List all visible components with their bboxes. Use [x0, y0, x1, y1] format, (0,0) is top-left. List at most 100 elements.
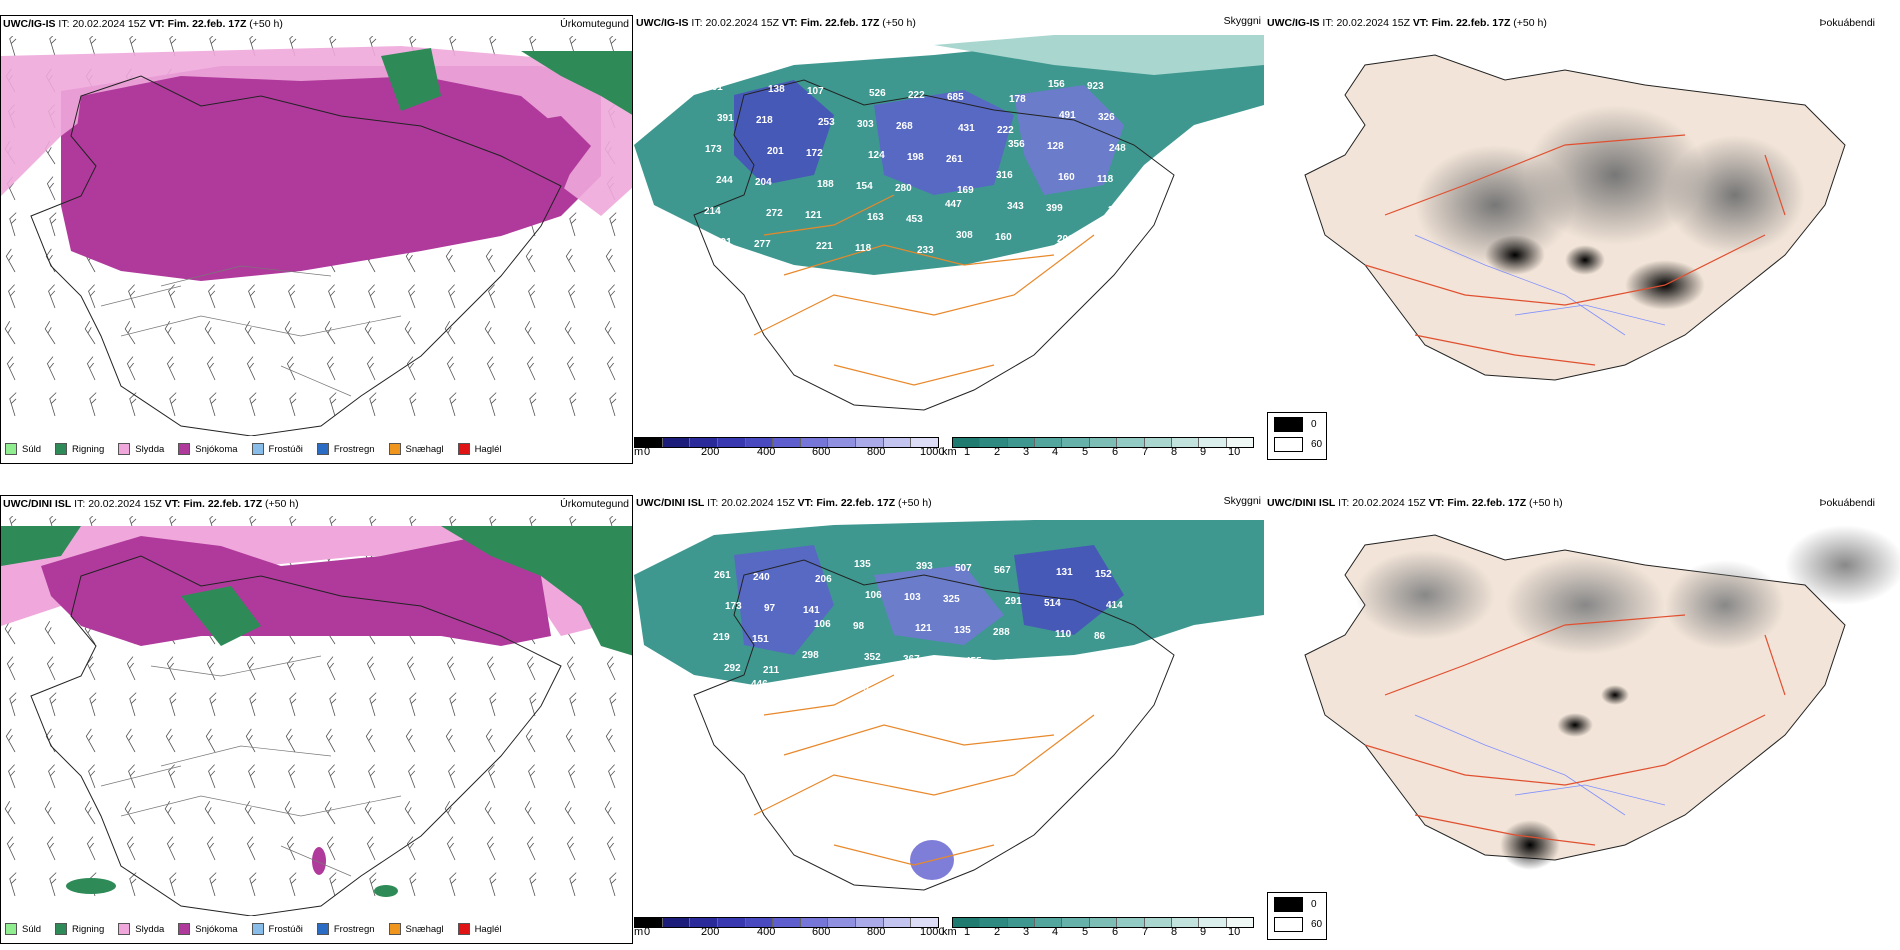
vis-bar-cell — [1171, 918, 1200, 927]
tick: 3 — [1023, 926, 1030, 938]
wind-barb — [489, 392, 497, 417]
wind-barb — [9, 36, 17, 57]
depth-bar-cell — [911, 438, 939, 447]
snow-depth-label: 298 — [802, 650, 819, 661]
wind-barb — [6, 656, 16, 681]
fog-legend-bottom: 0 60 — [1267, 892, 1327, 940]
wind-barb — [366, 836, 376, 861]
snow-depth-label: 685 — [947, 92, 964, 103]
wind-barb — [248, 284, 256, 309]
snow-depth-label: 138 — [768, 84, 785, 95]
wind-barb — [4, 620, 16, 645]
depth-bar-cell — [662, 918, 691, 927]
roads — [100, 265, 402, 397]
wind-barb — [248, 764, 256, 789]
snow-depth-label: 325 — [943, 594, 960, 605]
snow-depth-label: 222 — [908, 90, 925, 101]
wind-barb — [569, 36, 577, 57]
snow-depth-label: 391 — [717, 113, 734, 124]
wind-barb — [606, 356, 616, 381]
snow-depth-label: 526 — [869, 88, 886, 99]
legend-swatch — [388, 923, 401, 935]
wind-barb — [49, 392, 57, 417]
wind-barb — [484, 800, 496, 825]
snow-depth-label: 198 — [907, 152, 924, 163]
wind-barb — [369, 692, 377, 717]
wind-barb — [204, 800, 216, 825]
wind-barb — [449, 392, 457, 417]
fog-shade — [1665, 135, 1805, 255]
wind-barb — [9, 872, 17, 897]
wind-barb — [5, 728, 16, 753]
fog-legend-item: 60 — [1274, 437, 1322, 452]
snow-depth-label: 106 — [814, 619, 831, 630]
wind-barb — [89, 692, 97, 717]
vis-bar-cell — [1199, 918, 1227, 927]
wind-barb — [564, 320, 576, 345]
wind-barb — [164, 800, 176, 825]
snow-depth-label: 514 — [1044, 598, 1061, 609]
precip-map — [1, 36, 632, 436]
wind-barb — [406, 836, 416, 861]
panel-header: UWC/DINI ISL IT: 20.02.2024 15Z VT: Fim.… — [1267, 497, 1563, 509]
tick: 800 — [867, 926, 886, 938]
tick: 8 — [1171, 446, 1178, 458]
wind-barb — [126, 356, 136, 381]
fog-core — [1557, 713, 1593, 737]
wind-barb — [124, 320, 136, 345]
snow-depth-label: 367 — [903, 654, 920, 665]
wind-barb — [85, 728, 96, 753]
snow-depth-label: 268 — [896, 121, 913, 132]
snow-depth-label: 923 — [1087, 81, 1104, 92]
legend-swatch — [457, 923, 470, 935]
wind-barb — [529, 692, 537, 717]
snow-depth-label: 308 — [956, 230, 973, 241]
wind-barb — [369, 872, 377, 897]
snow-depth-label: 640 — [1043, 660, 1060, 671]
snow-depth-label: 160 — [1058, 172, 1075, 183]
snow-depth-label: 679 — [852, 683, 869, 694]
snow-depth-label: 261 — [714, 570, 731, 581]
snow-depth-label: 219 — [713, 632, 730, 643]
snow-depth-area-3 — [1014, 545, 1124, 635]
snow-depth-label: 280 — [895, 183, 912, 194]
wind-barb — [166, 656, 176, 681]
panel-header: UWC/IG-IS IT: 20.02.2024 15Z VT: Fim. 22… — [3, 18, 283, 30]
snow-map: 161 138 107 526 222 685 178 156 923 391 218 253 303 2… — [634, 35, 1264, 411]
wind-barb — [444, 320, 456, 345]
precip-snow-core — [71, 76, 581, 261]
vis-bar-cell — [1035, 438, 1063, 447]
wind-barb — [49, 872, 57, 897]
wind-barb — [406, 356, 416, 381]
snow-depth-label: 188 — [817, 179, 834, 190]
legend-item: Frostregn — [316, 443, 375, 455]
snow-depth-label: 491 — [1059, 110, 1076, 121]
wind-barb — [489, 872, 497, 897]
snow-depth-label: 343 — [1007, 201, 1024, 212]
snow-depth-label: 97 — [764, 603, 776, 614]
snow-depth-label: 204 — [755, 177, 772, 188]
wind-barb — [326, 356, 336, 381]
wind-barb — [168, 284, 176, 309]
wind-barb — [169, 872, 177, 897]
panel-title: Þokuábendi — [1819, 497, 1875, 509]
legend-item: Frostúði — [251, 443, 303, 455]
snow-depth-label: 414 — [1106, 600, 1123, 611]
wind-barb — [246, 356, 256, 381]
wind-barb — [246, 836, 256, 861]
snow-panel-igis: UWC/IG-IS IT: 20.02.2024 15Z VT: Fim. 22… — [634, 15, 1264, 465]
precip-rain-area — [441, 526, 632, 656]
tick: 6 — [1112, 926, 1119, 938]
snow-depth-label: 291 — [1005, 596, 1022, 607]
tick: 4 — [1052, 446, 1059, 458]
wind-barb — [524, 800, 536, 825]
wind-barb — [408, 284, 416, 309]
wind-barb — [606, 656, 616, 681]
roads — [753, 674, 1095, 866]
wind-barb — [405, 728, 416, 753]
depth-colorbar — [634, 437, 939, 448]
snow-depth-label: 292 — [724, 663, 741, 674]
precip-legend: Súld Rigning Slydda Snjókoma Frostúði Fr… — [5, 923, 502, 935]
legend-swatch — [118, 443, 131, 455]
wind-barb — [9, 212, 17, 237]
